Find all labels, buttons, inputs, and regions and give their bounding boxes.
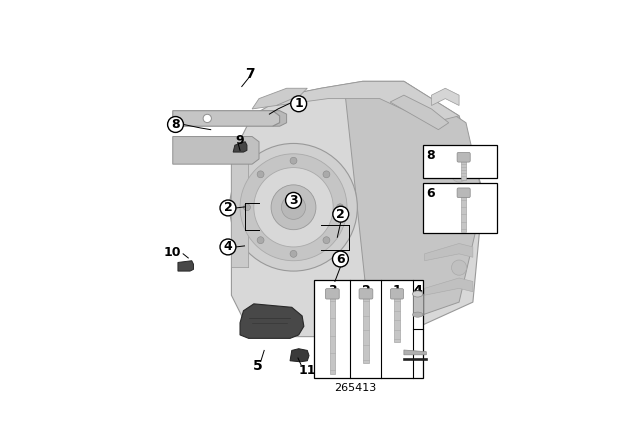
FancyBboxPatch shape <box>461 196 466 233</box>
Circle shape <box>337 204 344 211</box>
Text: 9: 9 <box>236 134 244 147</box>
Circle shape <box>323 171 330 178</box>
Text: 10: 10 <box>164 246 182 258</box>
Circle shape <box>451 167 467 182</box>
Circle shape <box>291 96 307 112</box>
Polygon shape <box>173 111 280 126</box>
FancyBboxPatch shape <box>359 289 373 299</box>
FancyBboxPatch shape <box>330 297 335 374</box>
Circle shape <box>333 206 349 222</box>
Circle shape <box>285 193 301 208</box>
Circle shape <box>451 212 467 227</box>
Text: 1: 1 <box>294 97 303 110</box>
Circle shape <box>290 250 297 257</box>
Circle shape <box>282 195 305 220</box>
Ellipse shape <box>413 291 423 297</box>
Polygon shape <box>424 244 473 261</box>
Circle shape <box>290 157 297 164</box>
Text: 2: 2 <box>337 208 345 221</box>
FancyBboxPatch shape <box>325 289 339 299</box>
Polygon shape <box>290 349 309 362</box>
Circle shape <box>271 185 316 230</box>
Text: 4: 4 <box>413 284 422 297</box>
Polygon shape <box>233 142 247 152</box>
Text: 6: 6 <box>336 253 345 266</box>
Circle shape <box>451 260 467 275</box>
Polygon shape <box>178 261 193 271</box>
Circle shape <box>254 168 333 247</box>
Polygon shape <box>232 151 249 267</box>
Text: 3: 3 <box>328 284 337 297</box>
Text: 5: 5 <box>252 359 262 373</box>
Polygon shape <box>345 82 483 330</box>
Polygon shape <box>173 137 259 164</box>
FancyBboxPatch shape <box>390 289 404 299</box>
Polygon shape <box>273 111 287 126</box>
FancyBboxPatch shape <box>461 161 466 180</box>
FancyBboxPatch shape <box>423 183 497 233</box>
Polygon shape <box>276 82 459 123</box>
Circle shape <box>203 114 211 123</box>
Text: 4: 4 <box>223 241 232 254</box>
Ellipse shape <box>413 312 423 317</box>
Polygon shape <box>404 350 426 355</box>
Circle shape <box>243 204 250 211</box>
Polygon shape <box>424 209 473 226</box>
Circle shape <box>323 237 330 244</box>
Polygon shape <box>252 88 307 109</box>
Text: 3: 3 <box>289 194 298 207</box>
FancyBboxPatch shape <box>394 297 399 342</box>
Circle shape <box>333 251 348 267</box>
Circle shape <box>240 154 347 261</box>
FancyBboxPatch shape <box>457 188 470 198</box>
Polygon shape <box>424 278 473 295</box>
FancyBboxPatch shape <box>457 152 470 162</box>
Polygon shape <box>232 82 483 336</box>
Polygon shape <box>431 88 459 106</box>
FancyBboxPatch shape <box>314 280 423 378</box>
Text: 265413: 265413 <box>335 383 377 392</box>
FancyBboxPatch shape <box>363 297 369 363</box>
Circle shape <box>257 171 264 178</box>
Text: 6: 6 <box>426 186 435 199</box>
Polygon shape <box>403 358 427 360</box>
Text: 4: 4 <box>413 284 422 297</box>
Polygon shape <box>390 95 449 129</box>
Text: 7: 7 <box>246 68 255 82</box>
Text: 11: 11 <box>298 364 316 377</box>
Circle shape <box>168 116 184 133</box>
Text: 2: 2 <box>223 202 232 215</box>
Circle shape <box>220 200 236 216</box>
Text: 8: 8 <box>172 118 180 131</box>
Circle shape <box>230 143 357 271</box>
Text: 8: 8 <box>426 149 435 162</box>
Circle shape <box>220 239 236 255</box>
Polygon shape <box>240 304 304 338</box>
Circle shape <box>257 237 264 244</box>
FancyBboxPatch shape <box>413 294 423 314</box>
FancyBboxPatch shape <box>423 145 497 178</box>
Text: 1: 1 <box>392 284 401 297</box>
Text: 2: 2 <box>362 284 371 297</box>
